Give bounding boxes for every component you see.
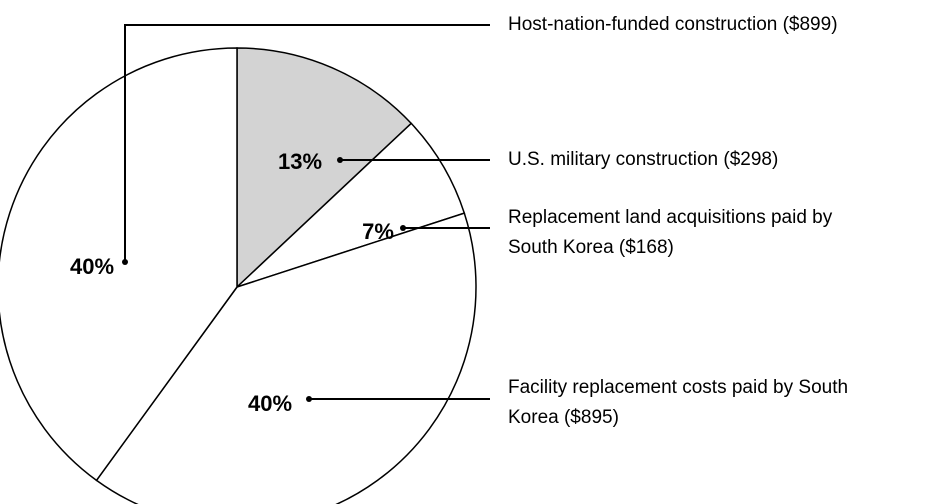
pie-slice [0, 47, 238, 482]
leader-line [124, 24, 490, 262]
pie-slice [236, 47, 413, 289]
percent-label: 40% [248, 391, 292, 416]
slice-label: Host-nation-funded construction ($899) [508, 14, 838, 35]
pie-slice [236, 122, 466, 288]
slice-label: Replacement land acquisitions paid by So… [508, 207, 833, 258]
slice-label: Facility replacement costs paid by South… [508, 377, 849, 428]
pie-slice [95, 212, 477, 504]
percent-label: 40% [70, 254, 114, 279]
percent-label: 13% [278, 149, 322, 174]
slice-label: U.S. military construction ($298) [508, 149, 779, 170]
percent-label: 7% [362, 219, 394, 244]
